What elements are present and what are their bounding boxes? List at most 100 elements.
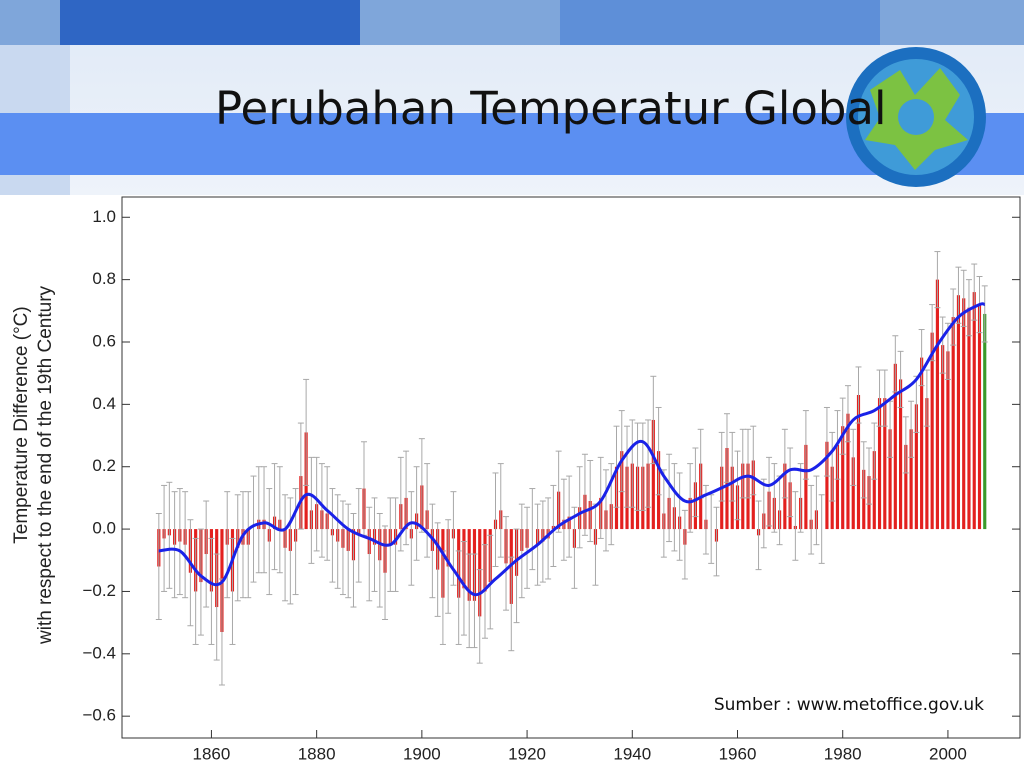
bar: [935, 279, 939, 530]
error-bar: [429, 503, 436, 599]
error-bar: [239, 491, 246, 599]
error-bar: [624, 425, 631, 508]
error-bar: [476, 569, 483, 664]
x-tick-label: 2000: [929, 744, 967, 763]
error-bar: [944, 322, 951, 380]
error-bar: [718, 431, 725, 502]
x-tick-label: 1900: [403, 744, 441, 763]
error-bar: [413, 466, 420, 561]
error-bar: [823, 406, 830, 477]
bar: [956, 295, 961, 530]
error-bar: [871, 422, 878, 480]
error-bar: [581, 453, 588, 536]
bar: [893, 363, 897, 530]
error-bar: [666, 453, 673, 543]
error-bar: [908, 400, 915, 458]
error-bar: [713, 506, 720, 577]
error-bar: [545, 497, 552, 580]
error-bar: [513, 528, 520, 624]
plot-frame: [121, 196, 1021, 739]
error-bar: [266, 488, 273, 596]
error-bar: [760, 478, 767, 549]
y-tick-label: 0.4: [92, 394, 116, 413]
error-bar: [529, 488, 536, 571]
error-bar: [792, 491, 799, 561]
error-bar: [297, 422, 304, 530]
header-stripe: [60, 0, 360, 45]
error-bar: [213, 553, 220, 661]
error-bar: [161, 484, 168, 592]
error-bar: [318, 463, 325, 558]
error-bar: [166, 481, 173, 589]
error-bar: [781, 428, 788, 499]
error-bar: [187, 519, 194, 627]
error-bar: [960, 269, 967, 327]
error-bar: [629, 419, 636, 508]
error-bar: [602, 469, 609, 552]
error-bar: [939, 316, 946, 374]
error-bar: [729, 431, 736, 502]
error-bar: [608, 463, 615, 546]
error-bar: [787, 447, 794, 518]
error-bar: [687, 463, 694, 533]
error-bar: [445, 519, 452, 614]
error-bar: [176, 488, 183, 596]
error-bar: [681, 509, 688, 580]
error-bar: [692, 447, 699, 518]
error-bar: [497, 463, 504, 558]
error-bar: [818, 494, 825, 564]
y-axis-label: Temperature Difference (°C): [11, 306, 32, 543]
x-tick-label: 1960: [719, 744, 757, 763]
error-bar: [934, 251, 941, 309]
error-bar: [408, 491, 415, 586]
error-bar: [981, 285, 988, 343]
error-bar: [182, 491, 189, 599]
error-bar: [566, 475, 573, 558]
bar: [941, 345, 945, 530]
bar: [904, 444, 908, 530]
error-bar: [350, 512, 357, 608]
error-bar: [965, 279, 972, 337]
bar: [946, 351, 950, 530]
x-tick-label: 1880: [298, 744, 336, 763]
error-bar: [208, 537, 215, 645]
error-bar: [455, 550, 462, 645]
error-bar: [655, 406, 662, 496]
y-tick-label: 0.2: [92, 456, 116, 475]
error-bar: [255, 466, 262, 574]
error-bar: [723, 413, 730, 483]
error-bar: [766, 456, 773, 527]
error-bar: [366, 506, 373, 602]
error-bar: [418, 438, 425, 533]
y-tick-label: −0.6: [82, 706, 116, 725]
error-bar: [171, 491, 178, 599]
error-bar: [850, 428, 857, 486]
error-bar: [587, 459, 594, 543]
bar: [930, 332, 934, 530]
error-bar: [676, 472, 683, 561]
error-bar: [702, 484, 709, 555]
bar: [851, 457, 855, 530]
error-bar: [197, 528, 204, 636]
bar: [651, 419, 655, 530]
error-bar: [434, 522, 441, 617]
bar: [856, 395, 861, 530]
error-bar: [329, 488, 336, 583]
error-bar: [345, 503, 352, 599]
bar: [888, 429, 892, 530]
error-bar: [392, 497, 399, 592]
error-bar: [460, 541, 467, 636]
slide-title: Perubahan Temperatur Global: [215, 82, 887, 135]
error-bar: [813, 475, 820, 546]
x-tick-label: 1940: [613, 744, 651, 763]
error-bar: [844, 385, 851, 443]
bar: [841, 426, 845, 530]
bar: [914, 404, 918, 530]
y-tick-label: −0.4: [82, 643, 116, 662]
bar: [967, 307, 971, 530]
error-bar: [382, 525, 389, 621]
error-bar: [855, 366, 862, 424]
error-bar: [245, 491, 252, 599]
